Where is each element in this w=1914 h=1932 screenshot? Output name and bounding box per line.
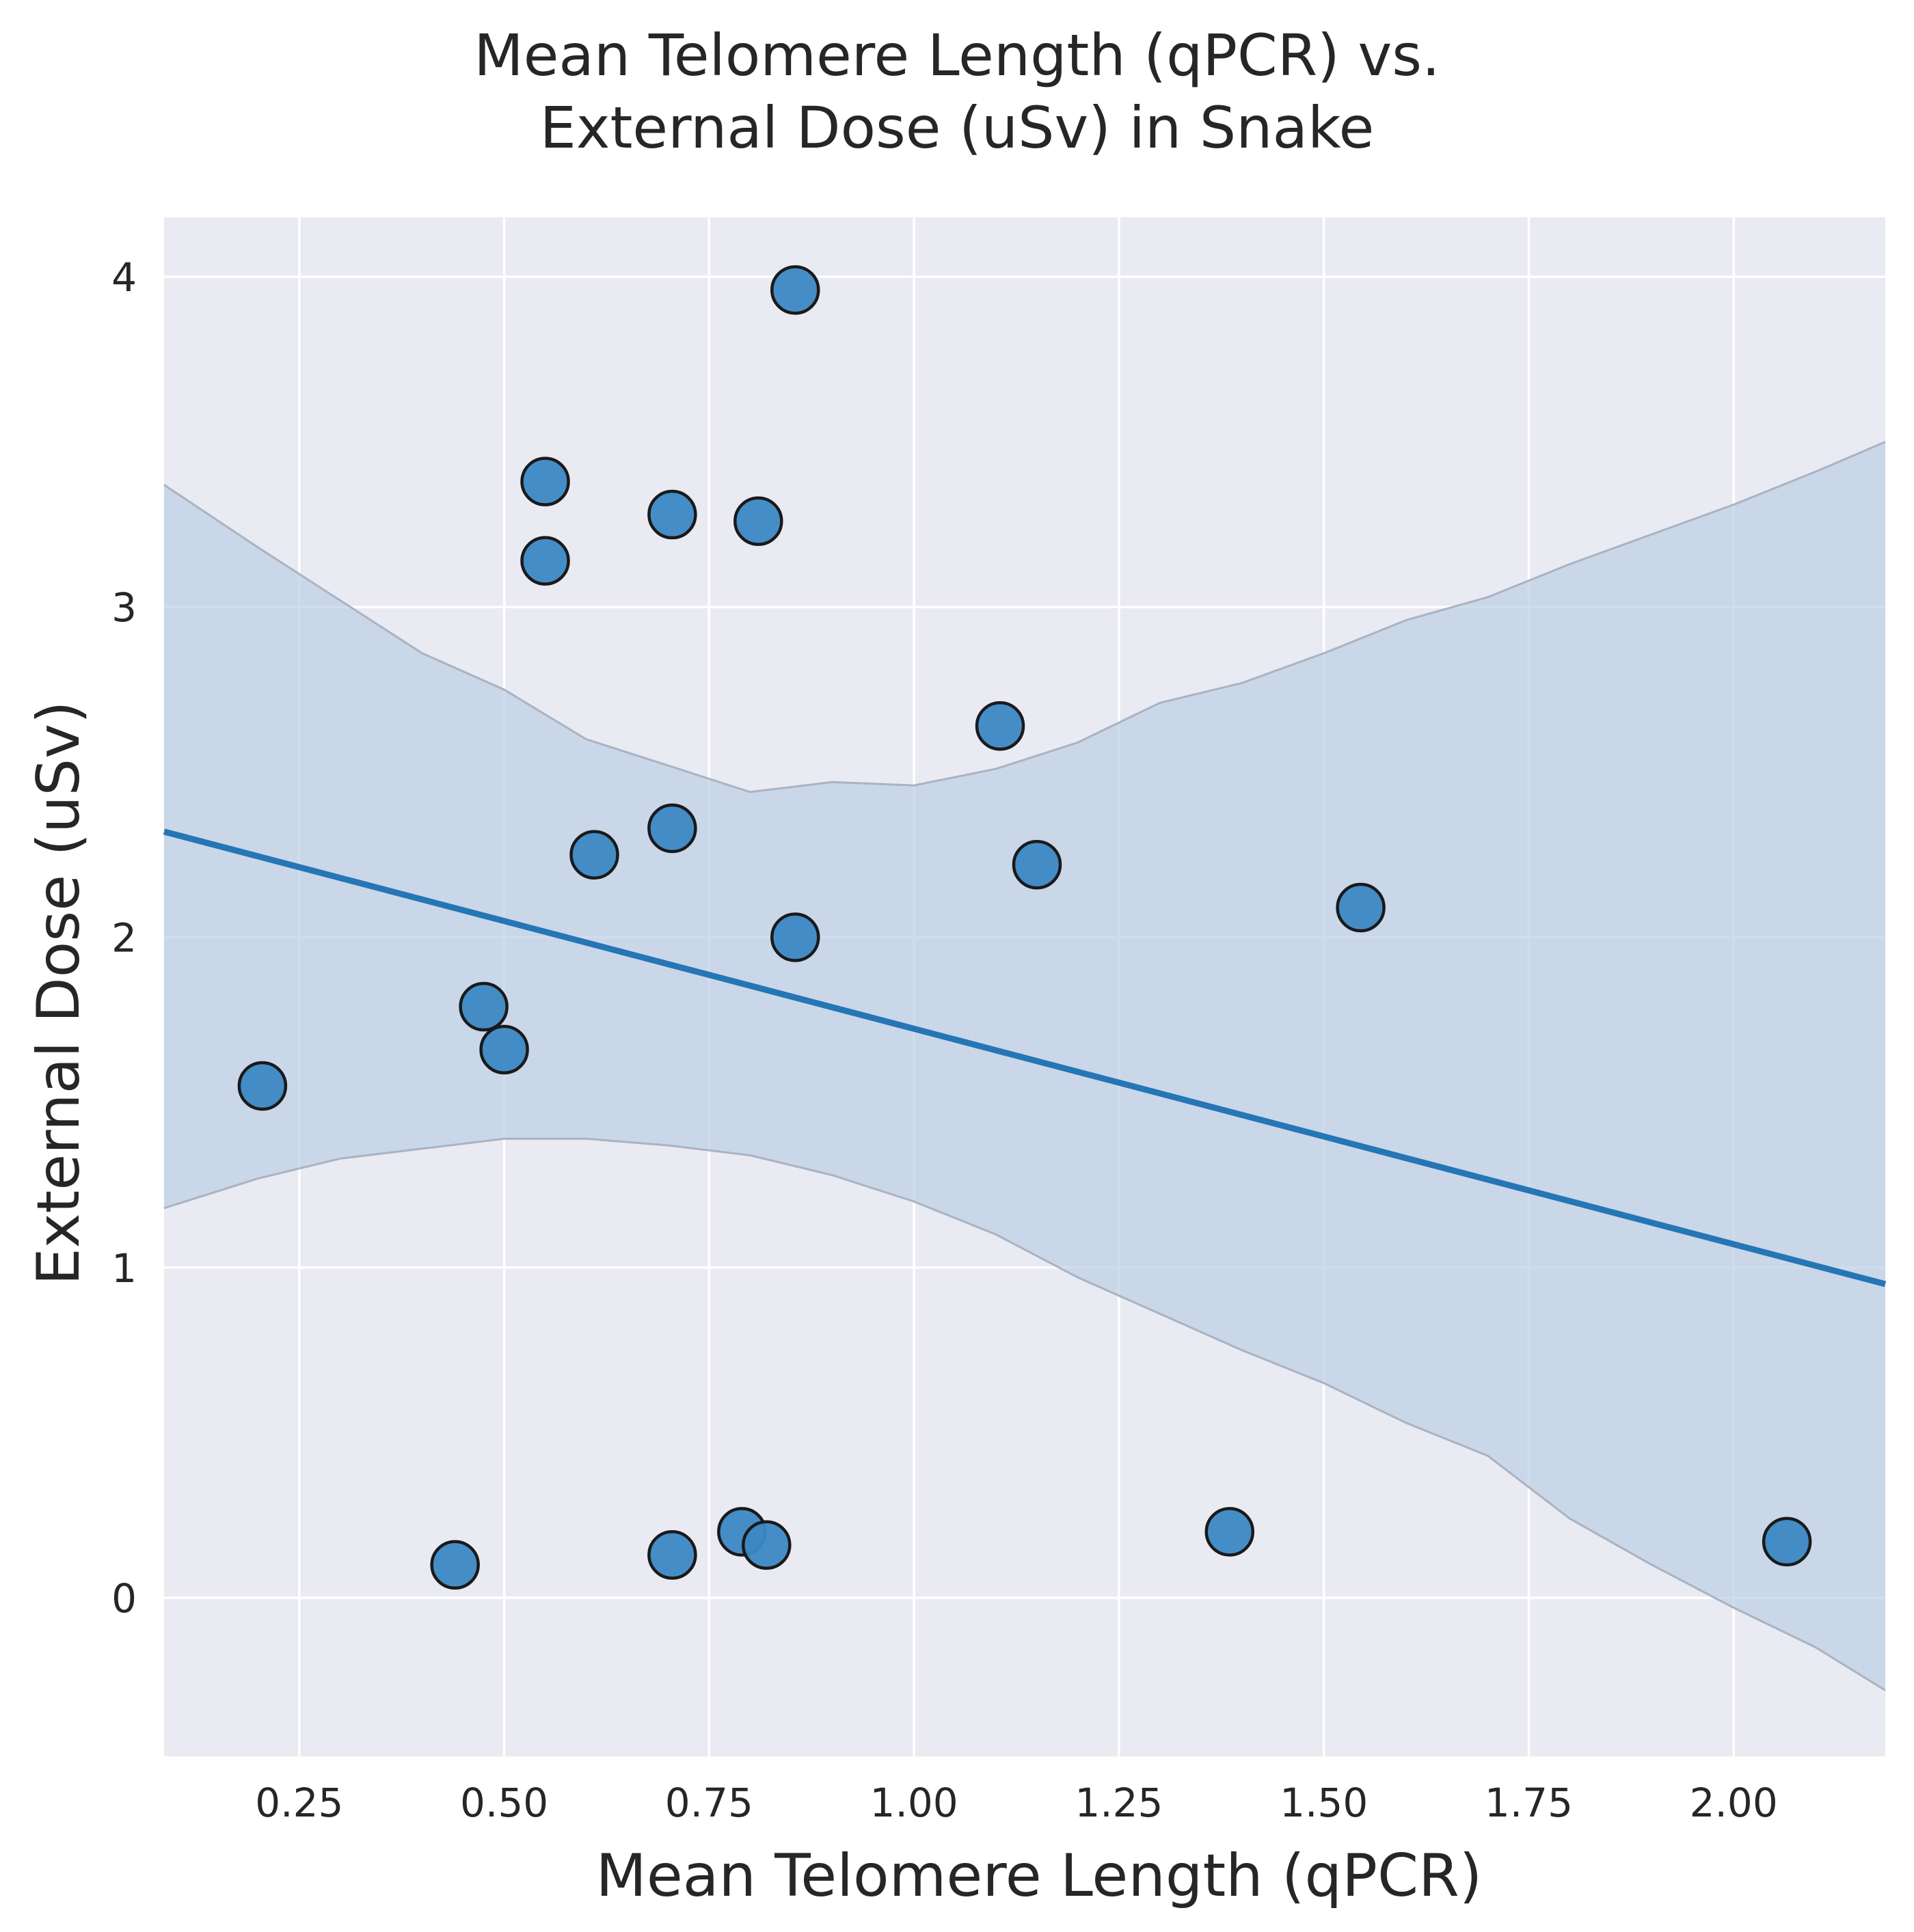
confidence-band-upper-edge [163,441,1886,793]
confidence-band [164,441,1885,1691]
data-point [479,1024,529,1075]
y-tick-label: 3 [111,584,137,631]
y-tick-label: 2 [111,915,137,962]
data-point [1762,1516,1812,1567]
x-tick-label: 1.00 [870,1780,958,1826]
data-point [733,496,783,546]
data-point [430,1540,480,1590]
chart-title-line-2: External Dose (uSv) in Snake [540,94,1375,161]
x-axis-label: Mean Telomere Length (qPCR) [596,1842,1483,1910]
y-tick-label: 0 [111,1575,137,1622]
chart-title: Mean Telomere Length (qPCR) vs. External… [474,22,1440,161]
data-point [569,830,619,880]
confidence-band-lower-edge [163,1137,1886,1691]
data-point [237,1061,288,1111]
y-tick-label: 1 [111,1245,137,1292]
data-point [647,489,697,540]
data-point [742,1520,792,1570]
data-point [1012,839,1062,890]
data-point [975,700,1025,751]
regression-line [163,828,1887,1288]
data-point [770,265,820,315]
data-point [459,981,509,1032]
data-point [647,1529,697,1580]
data-point [520,536,570,586]
regression-line-group [163,828,1887,1288]
x-tick-label: 0.50 [460,1780,548,1826]
y-axis-label: External Dose (uSv) [25,700,93,1285]
x-axis-tick-labels: 0.25 0.50 0.75 1.00 1.25 1.50 1.75 2.00 [255,1780,1777,1826]
data-point [1336,882,1386,933]
confidence-band-group [163,441,1886,1691]
x-tick-label: 1.50 [1280,1780,1368,1826]
x-tick-label: 0.75 [665,1780,753,1826]
data-point [770,912,820,962]
data-point [520,457,570,506]
x-tick-label: 2.00 [1690,1780,1778,1826]
y-tick-label: 4 [111,254,137,301]
data-point [1204,1507,1255,1557]
data-points [237,265,1812,1590]
data-point [647,803,697,854]
x-tick-label: 0.25 [255,1780,343,1826]
x-tick-label: 1.25 [1075,1780,1163,1826]
y-axis-tick-labels: 0 1 2 3 4 [111,254,137,1622]
chart-title-line-1: Mean Telomere Length (qPCR) vs. [474,22,1440,89]
x-tick-label: 1.75 [1485,1780,1573,1826]
